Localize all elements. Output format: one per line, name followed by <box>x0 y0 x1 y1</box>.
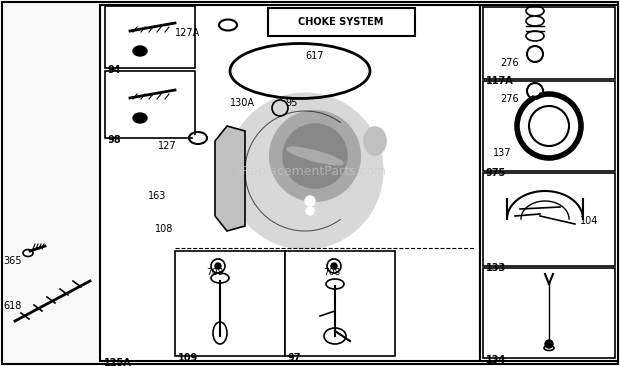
Bar <box>480 5 618 361</box>
Text: 137: 137 <box>493 148 512 158</box>
Text: 117A: 117A <box>486 76 514 86</box>
Text: 276: 276 <box>500 58 518 68</box>
Bar <box>175 251 285 356</box>
Text: 365: 365 <box>3 256 22 266</box>
Text: 95: 95 <box>285 98 298 108</box>
Text: 134: 134 <box>486 355 507 365</box>
Bar <box>483 173 615 266</box>
Ellipse shape <box>228 93 383 249</box>
Bar <box>483 7 615 79</box>
Bar <box>483 81 615 171</box>
Text: 125A: 125A <box>104 358 131 366</box>
Text: 618: 618 <box>3 301 21 311</box>
Text: 127A: 127A <box>175 28 200 38</box>
Text: 104: 104 <box>580 216 598 226</box>
Ellipse shape <box>133 113 147 123</box>
Bar <box>285 251 395 356</box>
Text: 130A: 130A <box>230 98 255 108</box>
Text: 98: 98 <box>108 135 122 145</box>
Circle shape <box>531 87 539 95</box>
Bar <box>483 268 615 358</box>
Ellipse shape <box>364 127 386 155</box>
Circle shape <box>283 124 347 188</box>
Text: 109: 109 <box>178 353 198 363</box>
Ellipse shape <box>223 22 232 27</box>
Bar <box>100 5 480 361</box>
Text: 133: 133 <box>486 263 507 273</box>
Ellipse shape <box>193 135 203 141</box>
Text: 127: 127 <box>158 141 177 151</box>
Ellipse shape <box>133 46 147 56</box>
Circle shape <box>545 340 553 348</box>
Bar <box>268 8 415 36</box>
Text: 708: 708 <box>206 268 224 277</box>
Circle shape <box>305 196 315 206</box>
Circle shape <box>306 207 314 215</box>
Bar <box>105 6 195 68</box>
Polygon shape <box>215 126 245 231</box>
Text: 708: 708 <box>324 268 340 277</box>
Text: 97: 97 <box>288 353 301 363</box>
Text: 617: 617 <box>305 51 324 61</box>
Circle shape <box>331 263 337 269</box>
Bar <box>105 71 195 138</box>
Text: 108: 108 <box>155 224 174 234</box>
Text: eReplacementParts.com: eReplacementParts.com <box>234 164 386 178</box>
Text: CHOKE SYSTEM: CHOKE SYSTEM <box>298 17 384 27</box>
Text: 276: 276 <box>500 94 518 104</box>
Circle shape <box>215 263 221 269</box>
Text: 975: 975 <box>486 168 507 178</box>
Text: 163: 163 <box>148 191 166 201</box>
Circle shape <box>270 111 360 201</box>
Text: 94: 94 <box>108 65 122 75</box>
Ellipse shape <box>287 147 343 165</box>
Circle shape <box>531 50 539 58</box>
